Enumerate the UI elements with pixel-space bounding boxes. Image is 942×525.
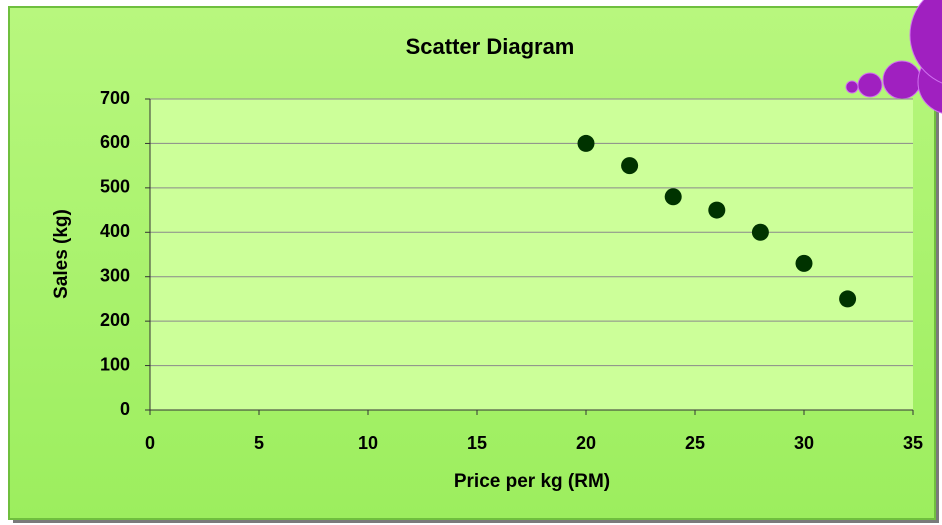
scatter-point [839,290,856,307]
x-tick-label: 25 [685,433,705,453]
scatter-point [752,224,769,241]
scatter-point [708,202,725,219]
scatter-point [796,255,813,272]
y-tick-label: 700 [100,88,130,108]
x-tick-label: 30 [794,433,814,453]
y-tick-label: 200 [100,310,130,330]
y-tick-label: 500 [100,177,130,197]
x-tick-label: 20 [576,433,596,453]
y-tick-label: 300 [100,265,130,285]
chart-title: Scatter Diagram [406,34,575,59]
x-tick-label: 10 [358,433,378,453]
y-tick-label: 100 [100,354,130,374]
bubble-decoration [846,81,858,93]
y-tick-label: 0 [120,399,130,419]
plot-area [150,99,913,410]
y-tick-label: 600 [100,132,130,152]
chart: Scatter Diagram Price per kg (RM) Sales … [0,0,942,525]
x-tick-label: 15 [467,433,487,453]
scatter-point [621,157,638,174]
y-tick-label: 400 [100,221,130,241]
x-tick-label: 35 [903,433,923,453]
x-axis-label: Price per kg (RM) [454,471,610,492]
bubble-decoration [858,73,882,97]
page: Scatter Diagram Price per kg (RM) Sales … [0,0,942,525]
y-axis-label: Sales (kg) [51,209,72,299]
bubble-decoration [883,61,921,99]
scatter-point [578,135,595,152]
x-tick-label: 5 [254,433,264,453]
x-tick-label: 0 [145,433,155,453]
scatter-point [665,188,682,205]
